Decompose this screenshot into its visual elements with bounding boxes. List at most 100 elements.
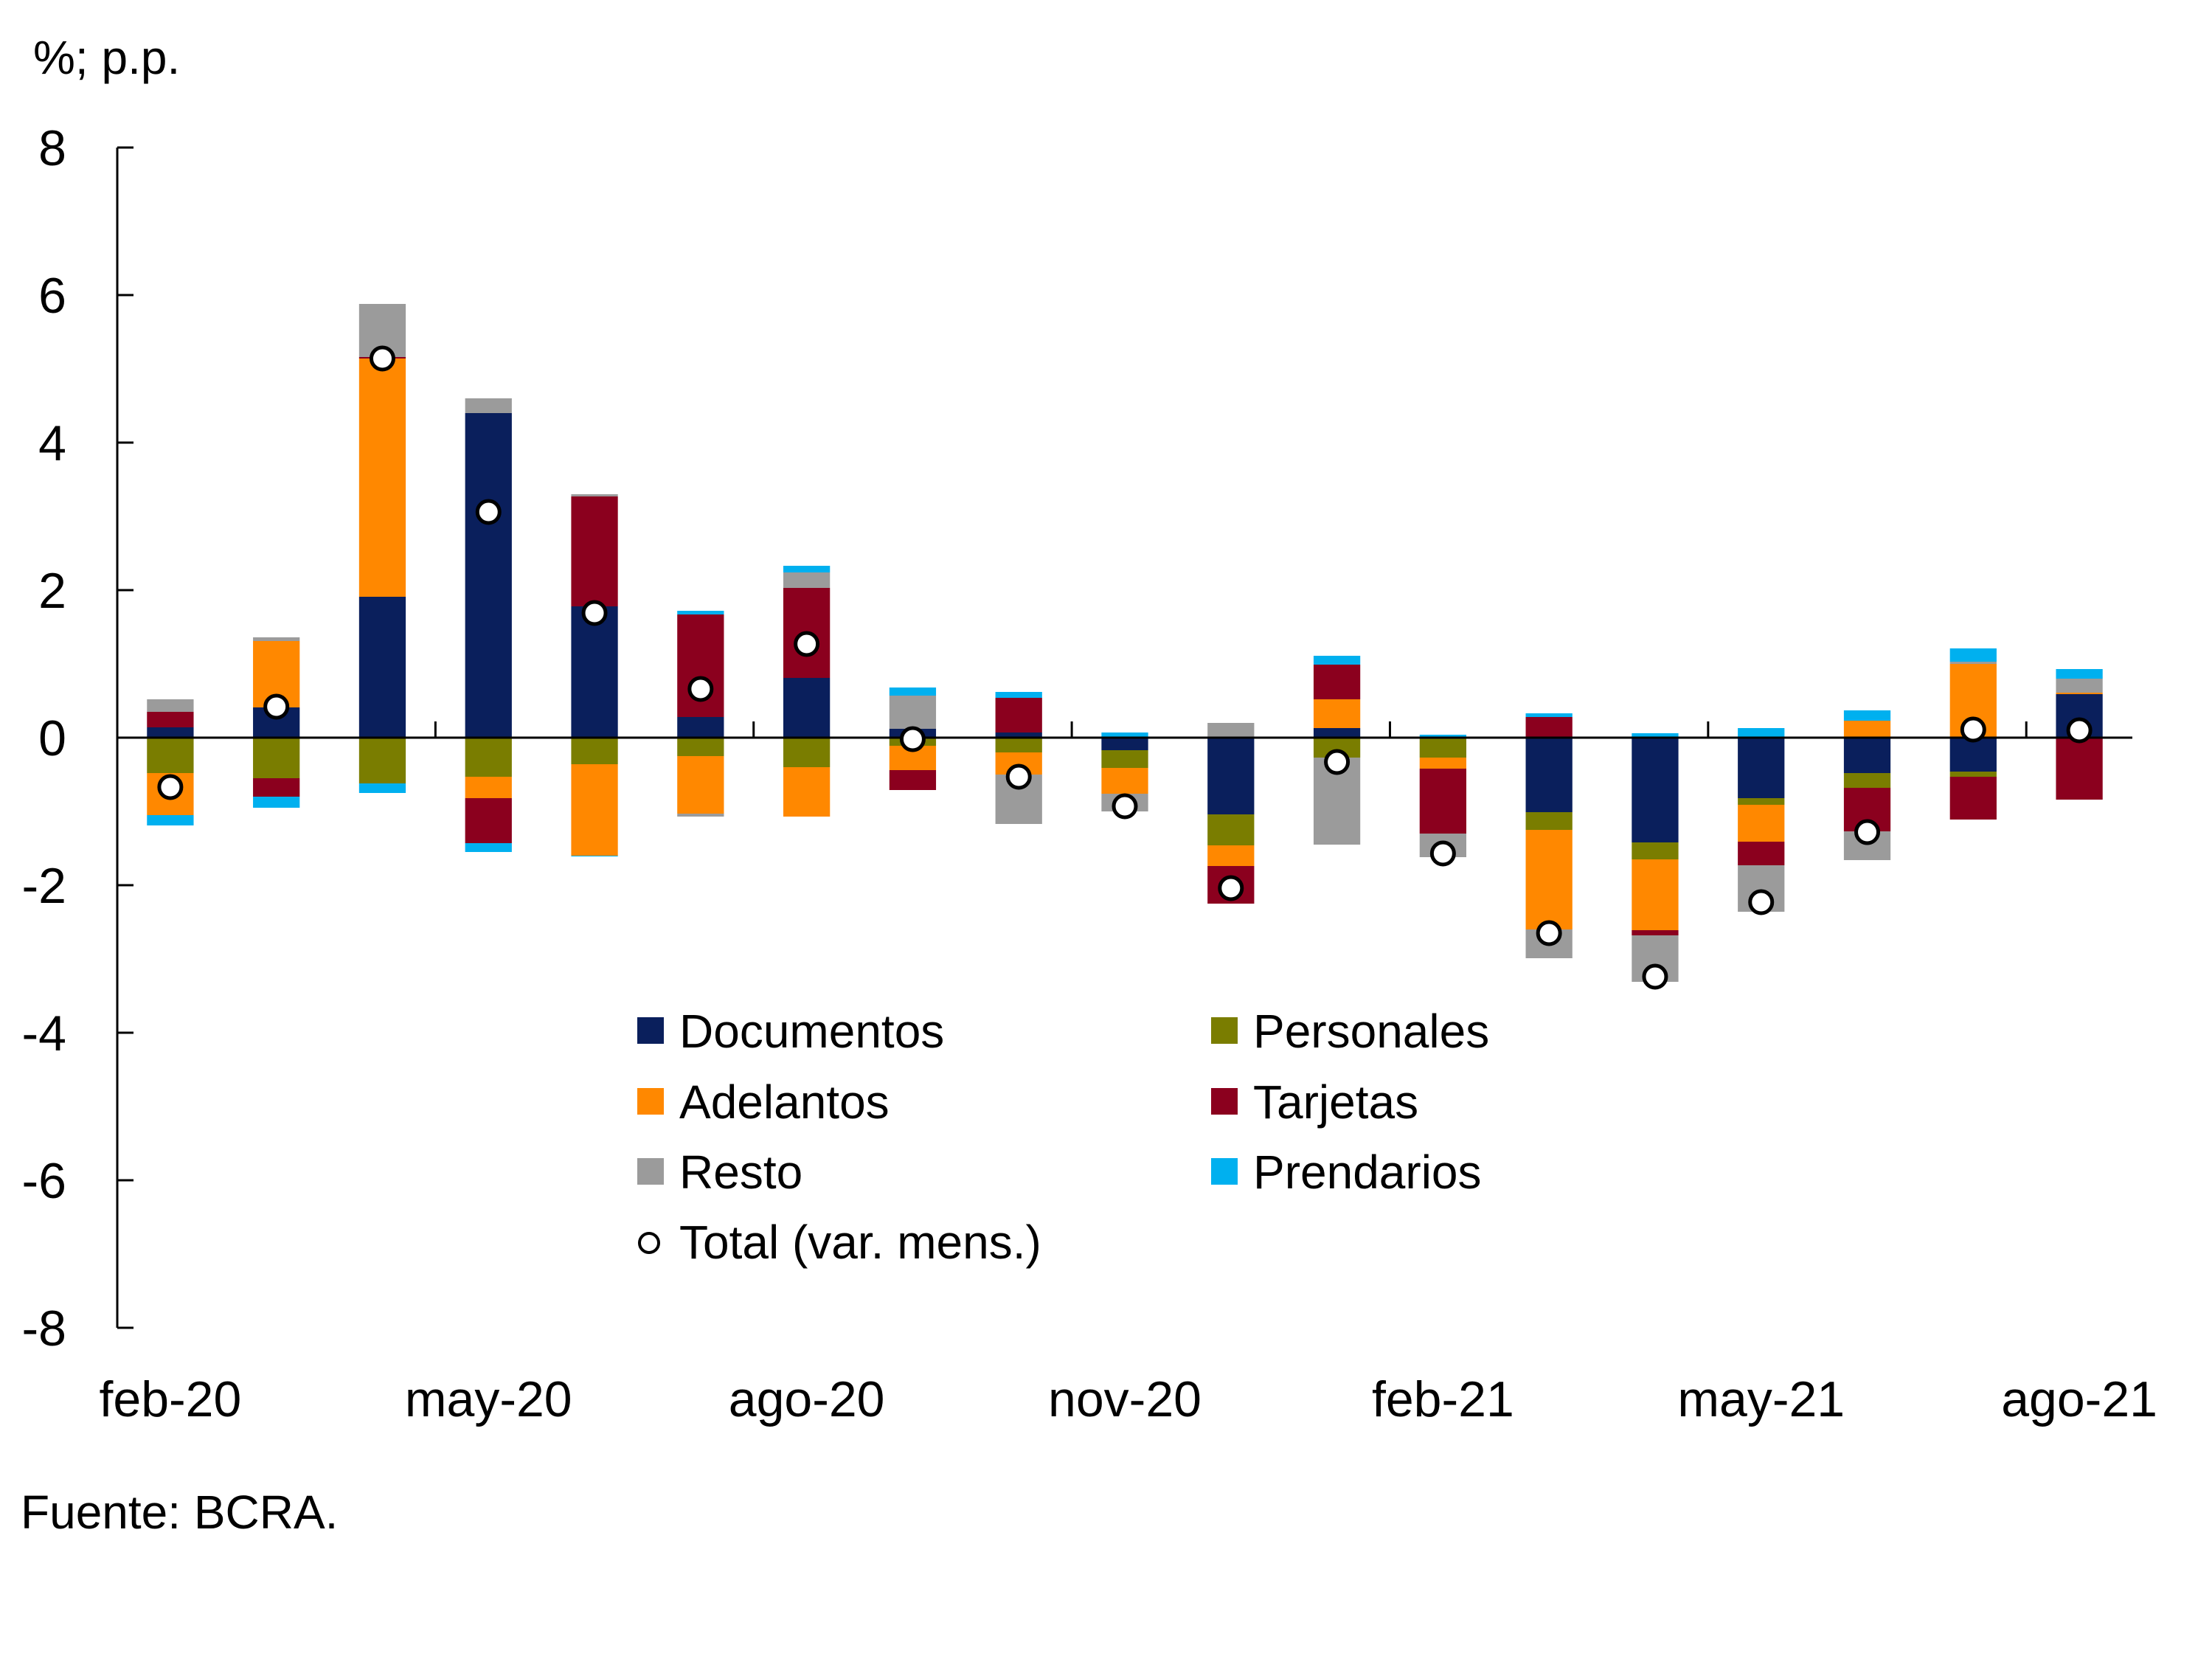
legend-swatch <box>637 1158 664 1185</box>
bar-segment-documentos-may-20 <box>465 413 512 738</box>
bar-segment-personales-dic-20 <box>1207 814 1255 845</box>
bar-segment-personales-oct-20 <box>995 738 1042 752</box>
bar-segment-personales-ago-20 <box>783 738 831 767</box>
bar-segment-prendarios-jun-21 <box>1843 710 1891 721</box>
bar-segment-documentos-dic-20 <box>1207 738 1255 814</box>
legend-swatch <box>1211 1017 1238 1044</box>
legend-item-resto: Resto <box>637 1146 802 1199</box>
bar-segment-prendarios-ago-20 <box>783 566 831 572</box>
bar-segment-prendarios-nov-20 <box>1101 732 1148 738</box>
bar-segment-tarjetas-feb-21 <box>1419 769 1467 834</box>
total-marker-dic-20 <box>1218 875 1244 901</box>
legend-swatch <box>1211 1158 1238 1185</box>
x-tick-label: feb-21 <box>1372 1371 1514 1427</box>
bar-segment-documentos-feb-20 <box>147 727 194 738</box>
bar-segment-prendarios-jul-20 <box>677 611 724 614</box>
legend-item-tarjetas: Tarjetas <box>1211 1076 1418 1129</box>
bar-segment-resto-mar-20 <box>253 637 300 641</box>
y-tick-label: 0 <box>38 710 66 766</box>
bar-segment-tarjetas-ago-21 <box>2056 738 2103 800</box>
bar-segment-personales-jun-21 <box>1843 773 1891 788</box>
bar-segment-adelantos-jun-21 <box>1843 721 1891 738</box>
y-tick-label: -2 <box>22 858 66 914</box>
bar-segment-personales-jul-21 <box>1949 772 1997 777</box>
legend: Documentos Personales Adelantos Tarjetas Res… <box>637 1005 1489 1269</box>
bar-segment-prendarios-may-21 <box>1738 728 1785 738</box>
y-tick-label: 2 <box>38 563 66 619</box>
bar-segment-tarjetas-sep-20 <box>889 770 937 790</box>
bar-segment-resto-may-20 <box>465 398 512 413</box>
bar-segment-tarjetas-feb-20 <box>147 712 194 727</box>
bar-segment-prendarios-feb-21 <box>1419 735 1467 738</box>
total-marker-may-20 <box>475 499 502 525</box>
bar-segment-resto-sep-20 <box>889 696 937 729</box>
bar-segment-tarjetas-mar-21 <box>1525 717 1573 738</box>
bar-segment-resto-ago-20 <box>783 572 831 588</box>
total-marker-abr-21 <box>1642 963 1668 990</box>
bar-segment-adelantos-ago-21 <box>2056 693 2103 694</box>
bar-segment-tarjetas-mar-20 <box>253 778 300 797</box>
total-marker-ago-21 <box>2066 717 2093 744</box>
source-note: Fuente: BCRA. <box>21 1486 338 1539</box>
total-marker-ago-20 <box>794 631 820 657</box>
bar-segment-personales-nov-20 <box>1101 750 1148 768</box>
bar-segment-resto-dic-20 <box>1207 723 1255 738</box>
total-marker-feb-20 <box>157 774 184 800</box>
y-tick-labels: 8 6 4 2 0 -2 -4 -6 -8 <box>22 120 66 1357</box>
y-tick-label: -4 <box>22 1005 66 1061</box>
bar-segment-documentos-abr-21 <box>1632 738 1679 842</box>
bar-segment-personales-mar-21 <box>1525 812 1573 830</box>
bar-segment-tarjetas-jul-21 <box>1949 777 1997 820</box>
y-tick-label: 6 <box>38 268 66 324</box>
bar-segment-documentos-ago-20 <box>783 678 831 738</box>
bar-segment-prendarios-abr-21 <box>1632 733 1679 738</box>
bar-segment-prendarios-sep-20 <box>889 688 937 696</box>
bar-segment-prendarios-ene-21 <box>1313 656 1361 665</box>
total-marker-ene-21 <box>1324 749 1351 775</box>
legend-item-adelantos: Adelantos <box>637 1076 890 1129</box>
total-marker-oct-20 <box>1005 763 1032 790</box>
y-tick-label: 8 <box>38 120 66 176</box>
x-tick-label: may-21 <box>1677 1371 1845 1427</box>
bar-segment-documentos-jun-21 <box>1843 738 1891 773</box>
bar-segment-prendarios-mar-21 <box>1525 713 1573 717</box>
total-marker-jun-20 <box>581 600 608 626</box>
bars-layer <box>147 304 2103 982</box>
bar-segment-prendarios-jul-21 <box>1949 648 1997 662</box>
total-marker-jul-20 <box>687 676 714 702</box>
bar-segment-prendarios-ago-21 <box>2056 669 2103 679</box>
bar-segment-resto-jun-20 <box>571 494 618 496</box>
total-marker-feb-21 <box>1429 840 1456 867</box>
legend-label: Total (var. mens.) <box>679 1216 1041 1269</box>
axes-layer <box>116 146 2132 1329</box>
legend-circle-icon <box>638 1232 660 1254</box>
bar-segment-adelantos-ago-20 <box>783 767 831 817</box>
legend-label: Documentos <box>679 1005 944 1058</box>
bar-segment-tarjetas-jun-20 <box>571 496 618 606</box>
bar-segment-tarjetas-abr-21 <box>1632 930 1679 935</box>
total-marker-jul-21 <box>1960 716 1986 743</box>
bar-segment-resto-feb-20 <box>147 699 194 712</box>
y-tick-label: 4 <box>38 415 66 471</box>
bar-segment-personales-may-20 <box>465 738 512 777</box>
legend-label: Personales <box>1253 1005 1489 1058</box>
total-marker-may-21 <box>1748 889 1775 915</box>
bar-segment-documentos-mar-21 <box>1525 738 1573 812</box>
legend-label: Adelantos <box>679 1076 890 1129</box>
bar-segment-prendarios-abr-20 <box>358 783 406 793</box>
bar-segment-adelantos-feb-21 <box>1419 758 1467 769</box>
bar-segment-personales-jun-20 <box>571 738 618 764</box>
bar-segment-tarjetas-ene-21 <box>1313 665 1361 699</box>
legend-label: Prendarios <box>1253 1146 1482 1199</box>
bar-segment-personales-feb-21 <box>1419 738 1467 758</box>
total-marker-sep-20 <box>899 726 926 752</box>
bar-segment-documentos-jun-20 <box>571 606 618 738</box>
y-tick-label: -8 <box>22 1300 66 1357</box>
bar-segment-tarjetas-may-20 <box>465 798 512 843</box>
x-tick-label: ago-21 <box>2001 1371 2157 1427</box>
bar-segment-personales-feb-20 <box>147 738 194 773</box>
bar-segment-prendarios-mar-20 <box>253 797 300 808</box>
bar-segment-resto-jul-21 <box>1949 662 1997 664</box>
bar-segment-personales-mar-20 <box>253 738 300 778</box>
bar-segment-adelantos-nov-20 <box>1101 768 1148 794</box>
